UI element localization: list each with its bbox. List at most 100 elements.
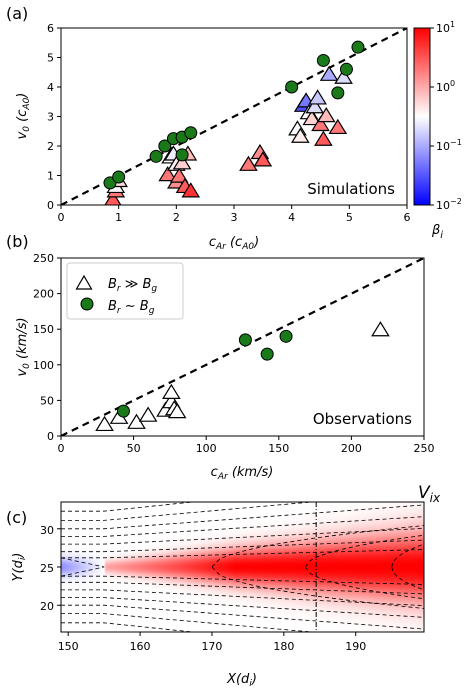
panel-c-y-ticks: 20 25 30 bbox=[40, 524, 61, 613]
contour-line bbox=[61, 549, 424, 559]
panel-b-y-label: v0 (km/s) bbox=[15, 317, 32, 376]
panel-a-x-label: cAr (cA0) bbox=[209, 235, 259, 252]
panel-a-plot-area bbox=[61, 28, 407, 205]
panel-c-x-label: X(di) bbox=[226, 672, 257, 689]
panel-b-plot-area bbox=[61, 258, 424, 436]
circle-point bbox=[184, 126, 198, 140]
panel-b-y-ticks: 0 50 100 150 200 250 bbox=[33, 252, 61, 443]
colorbar-tick-label: 10−1 bbox=[436, 138, 462, 153]
triangle-point bbox=[328, 118, 348, 135]
panel-b-x-label: cAr (km/s) bbox=[211, 465, 274, 482]
contour-line bbox=[61, 613, 317, 632]
contour-line bbox=[61, 516, 424, 537]
contour-line bbox=[61, 528, 424, 545]
triangle-point bbox=[253, 151, 273, 167]
y-tick-label: 25 bbox=[40, 562, 54, 575]
colorbar-tick-label: 101 bbox=[436, 20, 455, 35]
triangle-point bbox=[290, 127, 310, 143]
contour-line bbox=[211, 566, 424, 609]
x-tick-label: 3 bbox=[231, 211, 238, 224]
panel-c-title: Vix bbox=[418, 483, 441, 505]
x-tick-label: 4 bbox=[288, 211, 295, 224]
contour-line bbox=[61, 631, 108, 632]
circle-point bbox=[285, 80, 299, 94]
circle-point bbox=[158, 139, 172, 153]
circle-point bbox=[331, 86, 345, 100]
contour-line bbox=[391, 566, 424, 591]
x-tick-label: 50 bbox=[127, 442, 141, 455]
y-tick-label: 3 bbox=[47, 111, 54, 124]
panel-a-y-ticks: 0 1 2 3 4 5 6 bbox=[47, 22, 61, 212]
contour-line bbox=[61, 539, 424, 553]
y-tick-label: 4 bbox=[47, 81, 54, 94]
contour-line bbox=[211, 525, 424, 568]
y-tick-label: 20 bbox=[40, 600, 54, 613]
y-tick-label: 200 bbox=[33, 288, 54, 301]
x-tick-label: 170 bbox=[201, 640, 222, 653]
circle-point bbox=[149, 149, 163, 163]
panel-b-legend: Br ≫ Bg Br ∼ Bg bbox=[66, 262, 184, 320]
circle-point bbox=[339, 62, 353, 76]
y-tick-label: 50 bbox=[40, 394, 54, 407]
panel-c-plot-area bbox=[61, 502, 424, 632]
triangle-point bbox=[239, 155, 258, 171]
panel-a-y-label: v0 (cA0) bbox=[15, 93, 32, 140]
triangle-point bbox=[371, 321, 390, 337]
y-tick-label: 100 bbox=[33, 359, 54, 372]
colorbar-ticks: 101 100 10−1 10−2 bbox=[430, 20, 462, 212]
x-tick-label: 5 bbox=[346, 211, 353, 224]
panel-b-x-ticks: 0 50 100 150 200 250 bbox=[58, 436, 435, 455]
contour-line bbox=[305, 534, 424, 568]
x-tick-label: 0 bbox=[58, 442, 65, 455]
triangle-point bbox=[95, 415, 114, 432]
panel-a-x-ticks: 0 1 2 3 4 5 6 bbox=[58, 205, 411, 224]
x-tick-label: 150 bbox=[58, 640, 79, 653]
contour-line bbox=[305, 566, 424, 600]
contour-line bbox=[61, 502, 317, 521]
panel-b-label: (b) bbox=[6, 232, 29, 251]
y-tick-label: 0 bbox=[47, 199, 54, 212]
circle-point bbox=[279, 329, 293, 343]
panel-c-label: (c) bbox=[6, 508, 27, 527]
y-tick-label: 250 bbox=[33, 252, 54, 265]
circle-point bbox=[316, 53, 330, 67]
triangle-point bbox=[314, 130, 333, 146]
circle-point bbox=[351, 40, 365, 54]
x-tick-label: 100 bbox=[196, 442, 217, 455]
colorbar bbox=[413, 27, 431, 206]
panel-a-annotation: Simulations bbox=[307, 180, 395, 198]
x-tick-label: 190 bbox=[345, 640, 366, 653]
panel-b-frame bbox=[60, 257, 425, 437]
triangle-point bbox=[316, 106, 336, 123]
heatmap-image bbox=[61, 502, 424, 632]
triangle-point bbox=[181, 182, 201, 198]
triangle-point bbox=[162, 383, 181, 400]
x-tick-label: 160 bbox=[130, 640, 151, 653]
x-tick-label: 180 bbox=[273, 640, 294, 653]
legend-frame bbox=[66, 262, 184, 320]
separatrix-line bbox=[61, 557, 105, 577]
panel-c-x-ticks: 150 160 170 180 190 bbox=[58, 632, 366, 653]
x-tick-label: 0 bbox=[58, 211, 65, 224]
circle-point bbox=[112, 170, 126, 184]
contour-line bbox=[61, 504, 424, 530]
colorbar-tick-label: 10−2 bbox=[436, 197, 462, 212]
panel-a-label: (a) bbox=[6, 4, 28, 23]
y-tick-label: 6 bbox=[47, 22, 54, 35]
circle-point bbox=[260, 347, 274, 361]
x-tick-label: 150 bbox=[268, 442, 289, 455]
legend-entry-circle: Br ∼ Bg bbox=[108, 299, 155, 316]
triangle-point bbox=[334, 68, 353, 84]
circle-point bbox=[116, 404, 130, 418]
x-tick-label: 250 bbox=[414, 442, 435, 455]
colorbar-label: βi bbox=[431, 223, 443, 241]
legend-entry-triangle: Br ≫ Bg bbox=[108, 277, 157, 294]
triangle-point bbox=[319, 65, 339, 81]
panel-b: (b) 0 50 100 150 200 250 0 50 100 150 200 250 Obse… bbox=[6, 232, 435, 482]
contour-line bbox=[61, 581, 424, 595]
y-tick-label: 0 bbox=[47, 430, 54, 443]
reference-line bbox=[61, 258, 424, 436]
triangle-point bbox=[158, 165, 178, 182]
x-tick-label: 1 bbox=[115, 211, 122, 224]
